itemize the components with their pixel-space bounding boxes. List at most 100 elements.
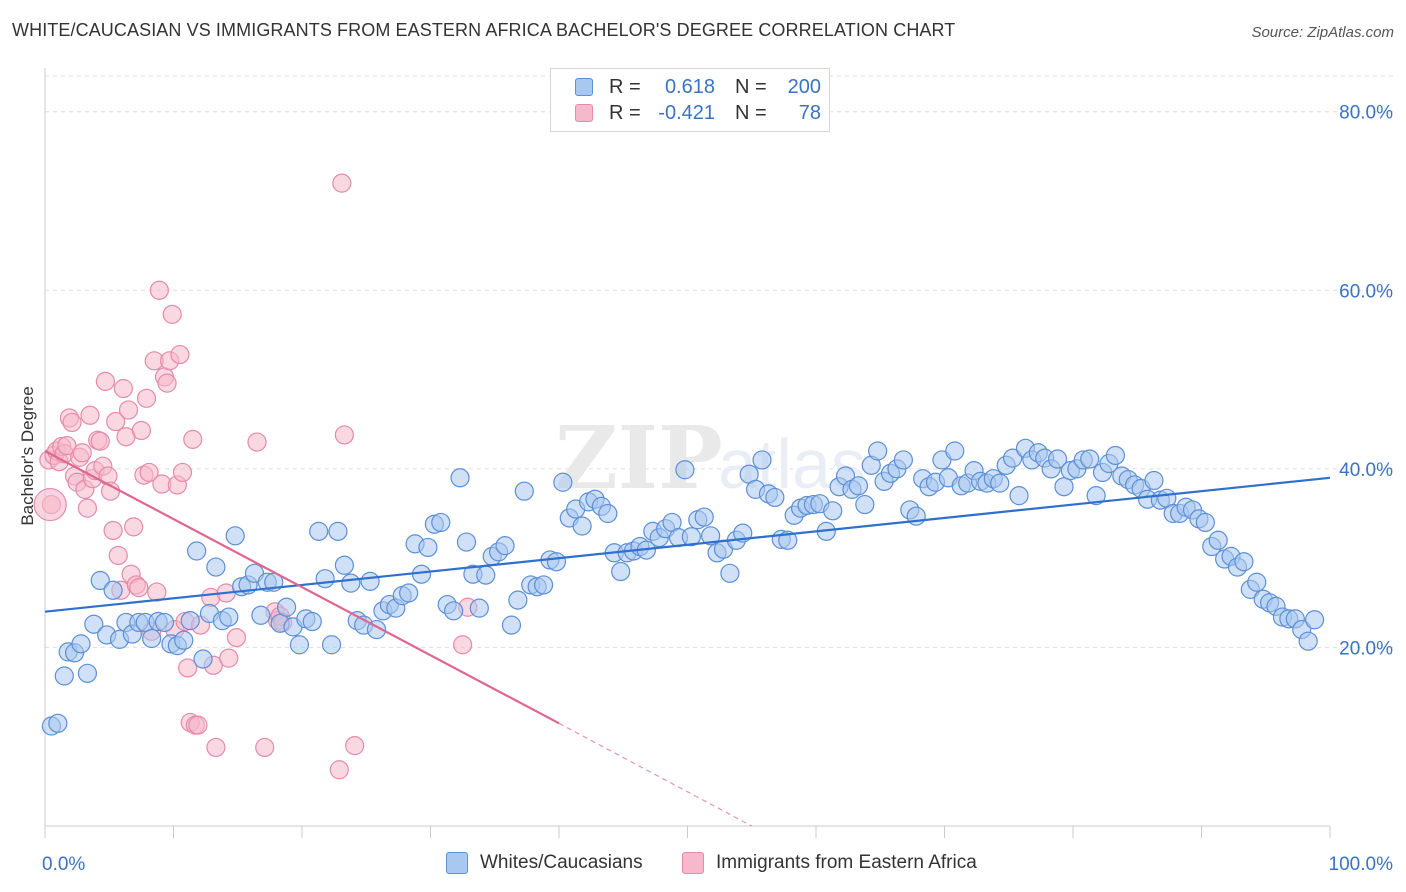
scatter-point xyxy=(1009,486,1029,506)
scatter-point xyxy=(765,487,785,508)
scatter-point xyxy=(72,443,92,463)
scatter-point xyxy=(332,173,352,193)
scatter-point xyxy=(309,521,329,541)
scatter-point xyxy=(1003,448,1023,468)
source-label: Source: ZipAtlas.com xyxy=(1251,24,1394,41)
scatter-point xyxy=(598,503,618,524)
stats-legend: R = 0.618 N = 200 R = -0.421 N = 78 xyxy=(550,68,830,132)
n-value: 78 xyxy=(798,101,821,124)
n-label: N = xyxy=(735,75,767,98)
legend-label-eastern-africa: Immigrants from Eastern Africa xyxy=(716,852,977,873)
scatter-point xyxy=(701,526,721,546)
scatter-point xyxy=(1080,449,1100,469)
scatter-point xyxy=(990,473,1010,493)
y-axis-label: Bachelor's Degree xyxy=(18,386,37,525)
chart-title: WHITE/CAUCASIAN VS IMMIGRANTS FROM EASTE… xyxy=(12,20,956,40)
scatter-point xyxy=(162,304,182,324)
r-value: -0.421 xyxy=(658,101,715,124)
y-tick-label: 40.0% xyxy=(1339,460,1393,481)
scatter-point xyxy=(508,590,528,610)
scatter-point xyxy=(501,615,522,635)
scatter-point xyxy=(476,565,496,585)
scatter-point xyxy=(945,441,965,461)
scatter-point xyxy=(1304,610,1325,630)
scatter-point xyxy=(720,563,740,583)
scatter-point xyxy=(77,498,98,518)
scatter-point xyxy=(450,468,470,488)
scatter-point xyxy=(1047,449,1068,469)
scatter-point xyxy=(154,612,175,633)
scatter-point xyxy=(90,431,110,451)
scatter-point xyxy=(193,649,213,669)
scatter-point xyxy=(84,614,104,634)
scatter-point xyxy=(675,460,695,480)
scatter-point xyxy=(251,605,271,625)
scatter-point xyxy=(255,737,275,758)
scatter-point xyxy=(1247,572,1267,592)
scatter-point xyxy=(106,411,126,432)
scatter-point xyxy=(62,412,82,433)
scatter-point xyxy=(54,666,74,686)
scatter-point xyxy=(345,736,365,756)
scatter-point xyxy=(334,555,355,575)
scatter-point xyxy=(187,541,207,561)
scatter-point xyxy=(533,575,554,595)
scatter-point xyxy=(681,527,701,547)
scatter-point xyxy=(1195,512,1215,533)
scatter-point xyxy=(848,476,869,496)
scatter-point xyxy=(302,611,322,632)
scatter-point xyxy=(1054,477,1074,497)
scatter-point xyxy=(113,378,133,399)
scatter-point xyxy=(225,526,245,546)
pink-swatch xyxy=(575,104,593,122)
legend-label-whites: Whites/Caucasians xyxy=(480,852,643,873)
scatter-point xyxy=(219,607,239,627)
scatter-point xyxy=(1208,530,1228,550)
y-tick-label: 20.0% xyxy=(1339,638,1393,659)
axes xyxy=(44,68,1331,838)
scatter-point xyxy=(399,583,419,603)
scatter-point xyxy=(57,436,77,456)
scatter-point xyxy=(1298,631,1318,651)
trend-line-eastern-africa xyxy=(44,450,560,725)
scatter-point xyxy=(226,628,247,648)
scatter-point xyxy=(893,450,913,470)
pink-legend-swatch xyxy=(682,852,704,874)
scatter-point xyxy=(1086,486,1106,506)
trend-lines xyxy=(44,450,1331,827)
scatter-point xyxy=(328,521,348,541)
scatter-point xyxy=(514,481,534,501)
watermark-zip: ZIP xyxy=(555,408,723,509)
whites-points xyxy=(41,438,1325,736)
n-label: N = xyxy=(735,101,767,124)
scatter-point xyxy=(183,429,203,449)
scatter-point xyxy=(752,450,772,470)
scatter-point xyxy=(90,570,110,591)
scatter-point xyxy=(219,648,239,668)
scatter-point xyxy=(80,405,100,425)
scatter-point xyxy=(444,601,464,621)
r-value: 0.618 xyxy=(664,75,715,98)
scatter-point xyxy=(48,713,68,733)
scatter-point xyxy=(124,517,144,537)
scatter-point xyxy=(206,737,226,758)
legend-item-eastern-africa: Immigrants from Eastern Africa xyxy=(682,852,977,874)
scatter-point xyxy=(553,472,573,492)
stats-row-eastern-africa: R = -0.421 N = 78 xyxy=(575,101,821,125)
scatter-point xyxy=(360,571,380,591)
stats-row-whites: R = 0.618 N = 200 xyxy=(575,75,821,99)
scatter-point xyxy=(180,611,200,631)
scatter-point xyxy=(108,545,128,566)
scatter-point xyxy=(103,520,123,541)
n-value: 200 xyxy=(787,75,821,98)
scatter-point xyxy=(855,494,875,515)
scatter-point xyxy=(206,557,226,577)
scatter-point xyxy=(77,663,98,683)
scatter-point xyxy=(546,552,567,572)
scatter-point xyxy=(1105,445,1126,466)
scatter-point xyxy=(289,635,310,655)
x-tick-label-min: 0.0% xyxy=(42,854,85,875)
scatter-point xyxy=(188,715,208,735)
